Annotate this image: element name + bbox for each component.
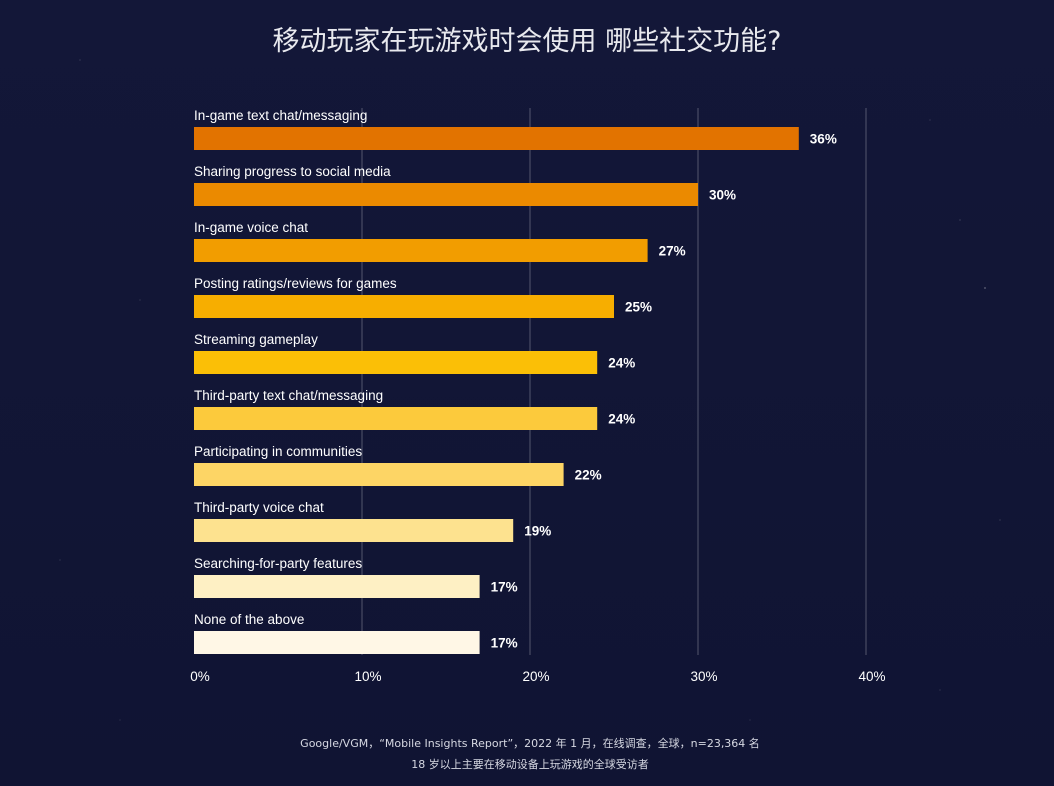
bar	[194, 351, 598, 374]
value-label: 30%	[709, 188, 736, 203]
bar-group: In-game text chat/messaging 36%	[194, 108, 837, 150]
value-label: 36%	[810, 132, 837, 147]
x-axis-ticks: 0% 10% 20% 30% 40%	[190, 669, 885, 684]
value-label: 17%	[491, 580, 518, 595]
category-label: Streaming gameplay	[194, 332, 318, 347]
value-label: 25%	[625, 300, 652, 315]
bar-group: None of the above 17%	[194, 612, 518, 654]
bar-group: Streaming gameplay 24%	[194, 332, 635, 374]
bar	[194, 631, 480, 654]
category-label: Sharing progress to social media	[194, 164, 391, 179]
bar-group: In-game voice chat 27%	[194, 220, 686, 262]
bar	[194, 127, 799, 150]
bar-group: Participating in communities 22%	[194, 444, 602, 486]
value-label: 19%	[524, 524, 551, 539]
category-label: Participating in communities	[194, 444, 362, 459]
value-label: 24%	[608, 412, 635, 427]
category-label: In-game text chat/messaging	[194, 108, 367, 123]
x-tick-label: 30%	[690, 669, 717, 684]
bar	[194, 575, 480, 598]
value-label: 17%	[491, 636, 518, 651]
bar-group: Posting ratings/reviews for games 25%	[194, 276, 652, 318]
value-label: 24%	[608, 356, 635, 371]
x-tick-label: 10%	[354, 669, 381, 684]
category-label: In-game voice chat	[194, 220, 308, 235]
x-tick-label: 20%	[522, 669, 549, 684]
bar-group: Sharing progress to social media 30%	[194, 164, 736, 206]
category-label: Posting ratings/reviews for games	[194, 276, 397, 291]
source-note-line-1: Google/VGM，“Mobile Insights Report”，2022…	[300, 736, 760, 750]
bar	[194, 519, 514, 542]
bar	[194, 239, 648, 262]
bar-group: Searching-for-party features 17%	[194, 556, 518, 598]
chart-title: 移动玩家在玩游戏时会使用 哪些社交功能?	[273, 26, 782, 57]
bar	[194, 463, 564, 486]
source-note-line-2: 18 岁以上主要在移动设备上玩游戏的全球受访者	[411, 757, 649, 771]
value-label: 27%	[659, 244, 686, 259]
bar	[194, 295, 614, 318]
bar	[194, 407, 598, 430]
category-label: Searching-for-party features	[194, 556, 362, 571]
x-tick-label: 40%	[858, 669, 885, 684]
category-label: None of the above	[194, 612, 304, 627]
bar	[194, 183, 698, 206]
value-label: 22%	[575, 468, 602, 483]
bar-group: Third-party text chat/messaging 24%	[194, 388, 635, 430]
bars: In-game text chat/messaging 36% Sharing pr…	[194, 108, 837, 654]
x-tick-label: 0%	[190, 669, 210, 684]
category-label: Third-party text chat/messaging	[194, 388, 383, 403]
category-label: Third-party voice chat	[194, 500, 324, 515]
bar-group: Third-party voice chat 19%	[194, 500, 551, 542]
